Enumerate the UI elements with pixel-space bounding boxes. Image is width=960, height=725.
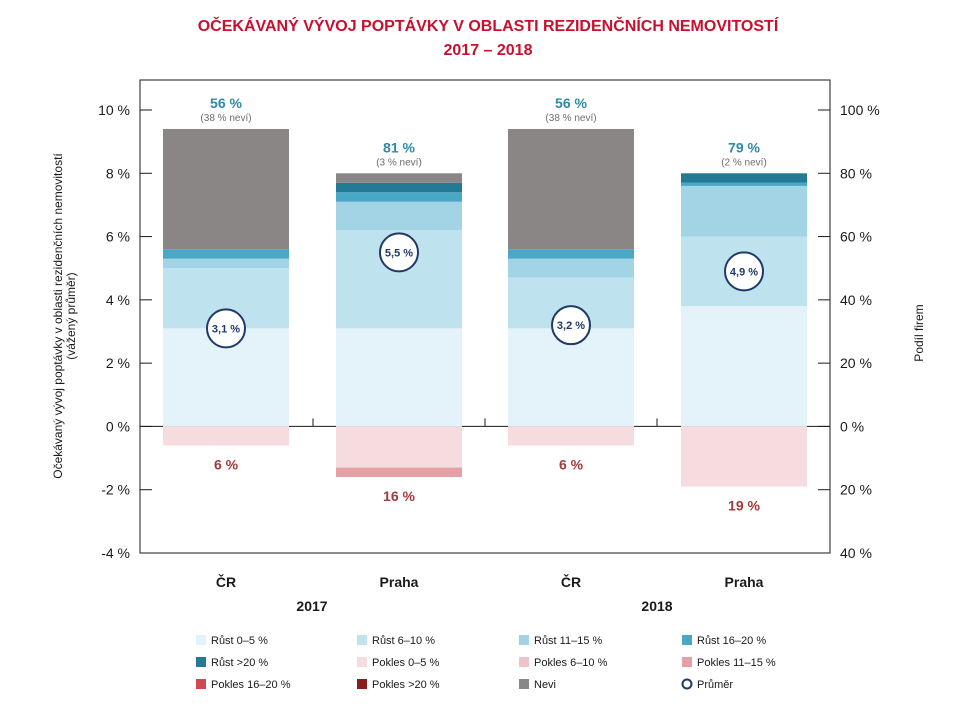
bar-segment [336, 328, 462, 427]
bar-segment [508, 249, 634, 259]
bar-segment [336, 467, 462, 478]
plot-area: 10 % 8 % 6 % 4 % 2 % 0 % -2 % -4 % 100 % 80 % 60 %… [51, 79, 926, 614]
category-label: ČR [561, 573, 581, 590]
category-label: Praha [380, 574, 419, 590]
decline-share-label: 19 % [728, 498, 760, 514]
legend-label: Růst 11–15 % [534, 635, 603, 647]
legend-swatch [196, 635, 206, 645]
legend-label: Pokles 16–20 % [211, 679, 291, 691]
legend-swatch [519, 635, 529, 645]
y-axis-subtitle: (vážený průměr) [64, 272, 78, 359]
legend-swatch [357, 657, 367, 667]
legend-label: Pokles 11–15 % [697, 657, 776, 669]
legend-swatch [682, 657, 692, 667]
bar-segment [336, 426, 462, 468]
bar-segment [508, 128, 634, 250]
legend-swatch [519, 679, 529, 689]
y-axis-tick-label: 0 % [106, 418, 130, 434]
y-axis-tick-label: 10 % [98, 102, 130, 118]
legend-label: Nevi [534, 679, 556, 691]
y2-axis-title: Podíl firem [912, 304, 926, 361]
bar-segment [163, 426, 289, 446]
growth-share-label: 56 % [210, 95, 242, 111]
bar-segment [681, 306, 807, 427]
legend-swatch [682, 635, 692, 645]
bar-segment [336, 182, 462, 193]
legend-label: Růst >20 % [211, 657, 268, 669]
y-axis-tick-label: -2 % [101, 482, 130, 498]
y2-axis-tick-label: 60 % [840, 229, 872, 245]
y2-axis-tick-label: 20 % [840, 482, 872, 498]
y2-axis-tick-label: 40 % [840, 545, 872, 561]
legend-swatch [357, 635, 367, 645]
average-marker [379, 232, 419, 273]
average-marker [206, 308, 246, 349]
bar-segment [336, 192, 462, 202]
growth-share-label: 56 % [555, 95, 587, 111]
y-axis-tick-label: 6 % [106, 229, 130, 245]
nevi-note-label: (38 % neví) [545, 113, 596, 124]
y2-axis-tick-label: 20 % [840, 355, 872, 371]
bar-segment [508, 258, 634, 278]
nevi-note-label: (3 % neví) [376, 157, 422, 168]
growth-share-label: 81 % [383, 139, 415, 155]
y-axis-tick-label: 4 % [106, 292, 130, 308]
group-label: 2017 [296, 598, 327, 614]
bar-segment [336, 173, 462, 183]
legend-swatch [357, 679, 367, 689]
y2-axis-tick-label: 100 % [840, 102, 880, 118]
y2-axis-tick-label: 80 % [840, 165, 872, 181]
y-axis-tick-label: 2 % [106, 355, 130, 371]
legend-swatch [196, 679, 206, 689]
legend-label: Pokles 6–10 % [534, 657, 608, 669]
nevi-note-label: (38 % neví) [200, 113, 251, 124]
bar-segment [163, 249, 289, 259]
nevi-note-label: (2 % neví) [721, 157, 767, 168]
decline-share-label: 6 % [559, 456, 584, 472]
bar-segment [681, 426, 807, 487]
legend-label: Růst 0–5 % [211, 635, 268, 647]
legend: Růst 0–5 % Růst 6–10 % Růst 11–15 % Růst 16… [196, 635, 776, 691]
legend-label: Pokles 0–5 % [372, 657, 439, 669]
chart-subtitle: 2017 – 2018 [444, 42, 533, 59]
average-label: 3,1 % [212, 323, 240, 335]
y-axis-title: Očekávaný vývoj poptávky v oblasti rezid… [51, 153, 65, 479]
average-label: 4,9 % [730, 266, 758, 278]
bar-segment [681, 182, 807, 186]
legend-label: Růst 16–20 % [697, 635, 766, 647]
y-axis-tick-label: 8 % [106, 165, 130, 181]
category-label: ČR [216, 573, 236, 590]
bar-segment [681, 185, 807, 237]
y2-axis-tick-label: 0 % [840, 418, 864, 434]
legend-label: Pokles >20 % [372, 679, 440, 691]
bar-segment [163, 128, 289, 250]
growth-share-label: 79 % [728, 139, 760, 155]
legend-marker [681, 678, 693, 690]
group-label: 2018 [641, 598, 672, 614]
average-label: 5,5 % [385, 247, 413, 259]
plot-frame [139, 79, 831, 554]
legend-label: Průměr [697, 679, 733, 691]
category-label: Praha [725, 574, 764, 590]
average-marker [551, 305, 591, 346]
decline-share-label: 6 % [214, 456, 239, 472]
bar-segment [508, 426, 634, 446]
chart-title: OČEKÁVANÝ VÝVOJ POPTÁVKY V OBLASTI REZID… [198, 16, 779, 35]
decline-share-label: 16 % [383, 488, 415, 504]
y2-axis-tick-label: 40 % [840, 292, 872, 308]
bar-segment [336, 201, 462, 231]
average-label: 3,2 % [557, 320, 585, 332]
bar-segment [163, 258, 289, 269]
legend-swatch [519, 657, 529, 667]
legend-swatch [196, 657, 206, 667]
average-marker [724, 251, 764, 292]
y-axis-tick-label: -4 % [101, 545, 130, 561]
legend-label: Růst 6–10 % [372, 635, 435, 647]
bar-segment [681, 173, 807, 183]
